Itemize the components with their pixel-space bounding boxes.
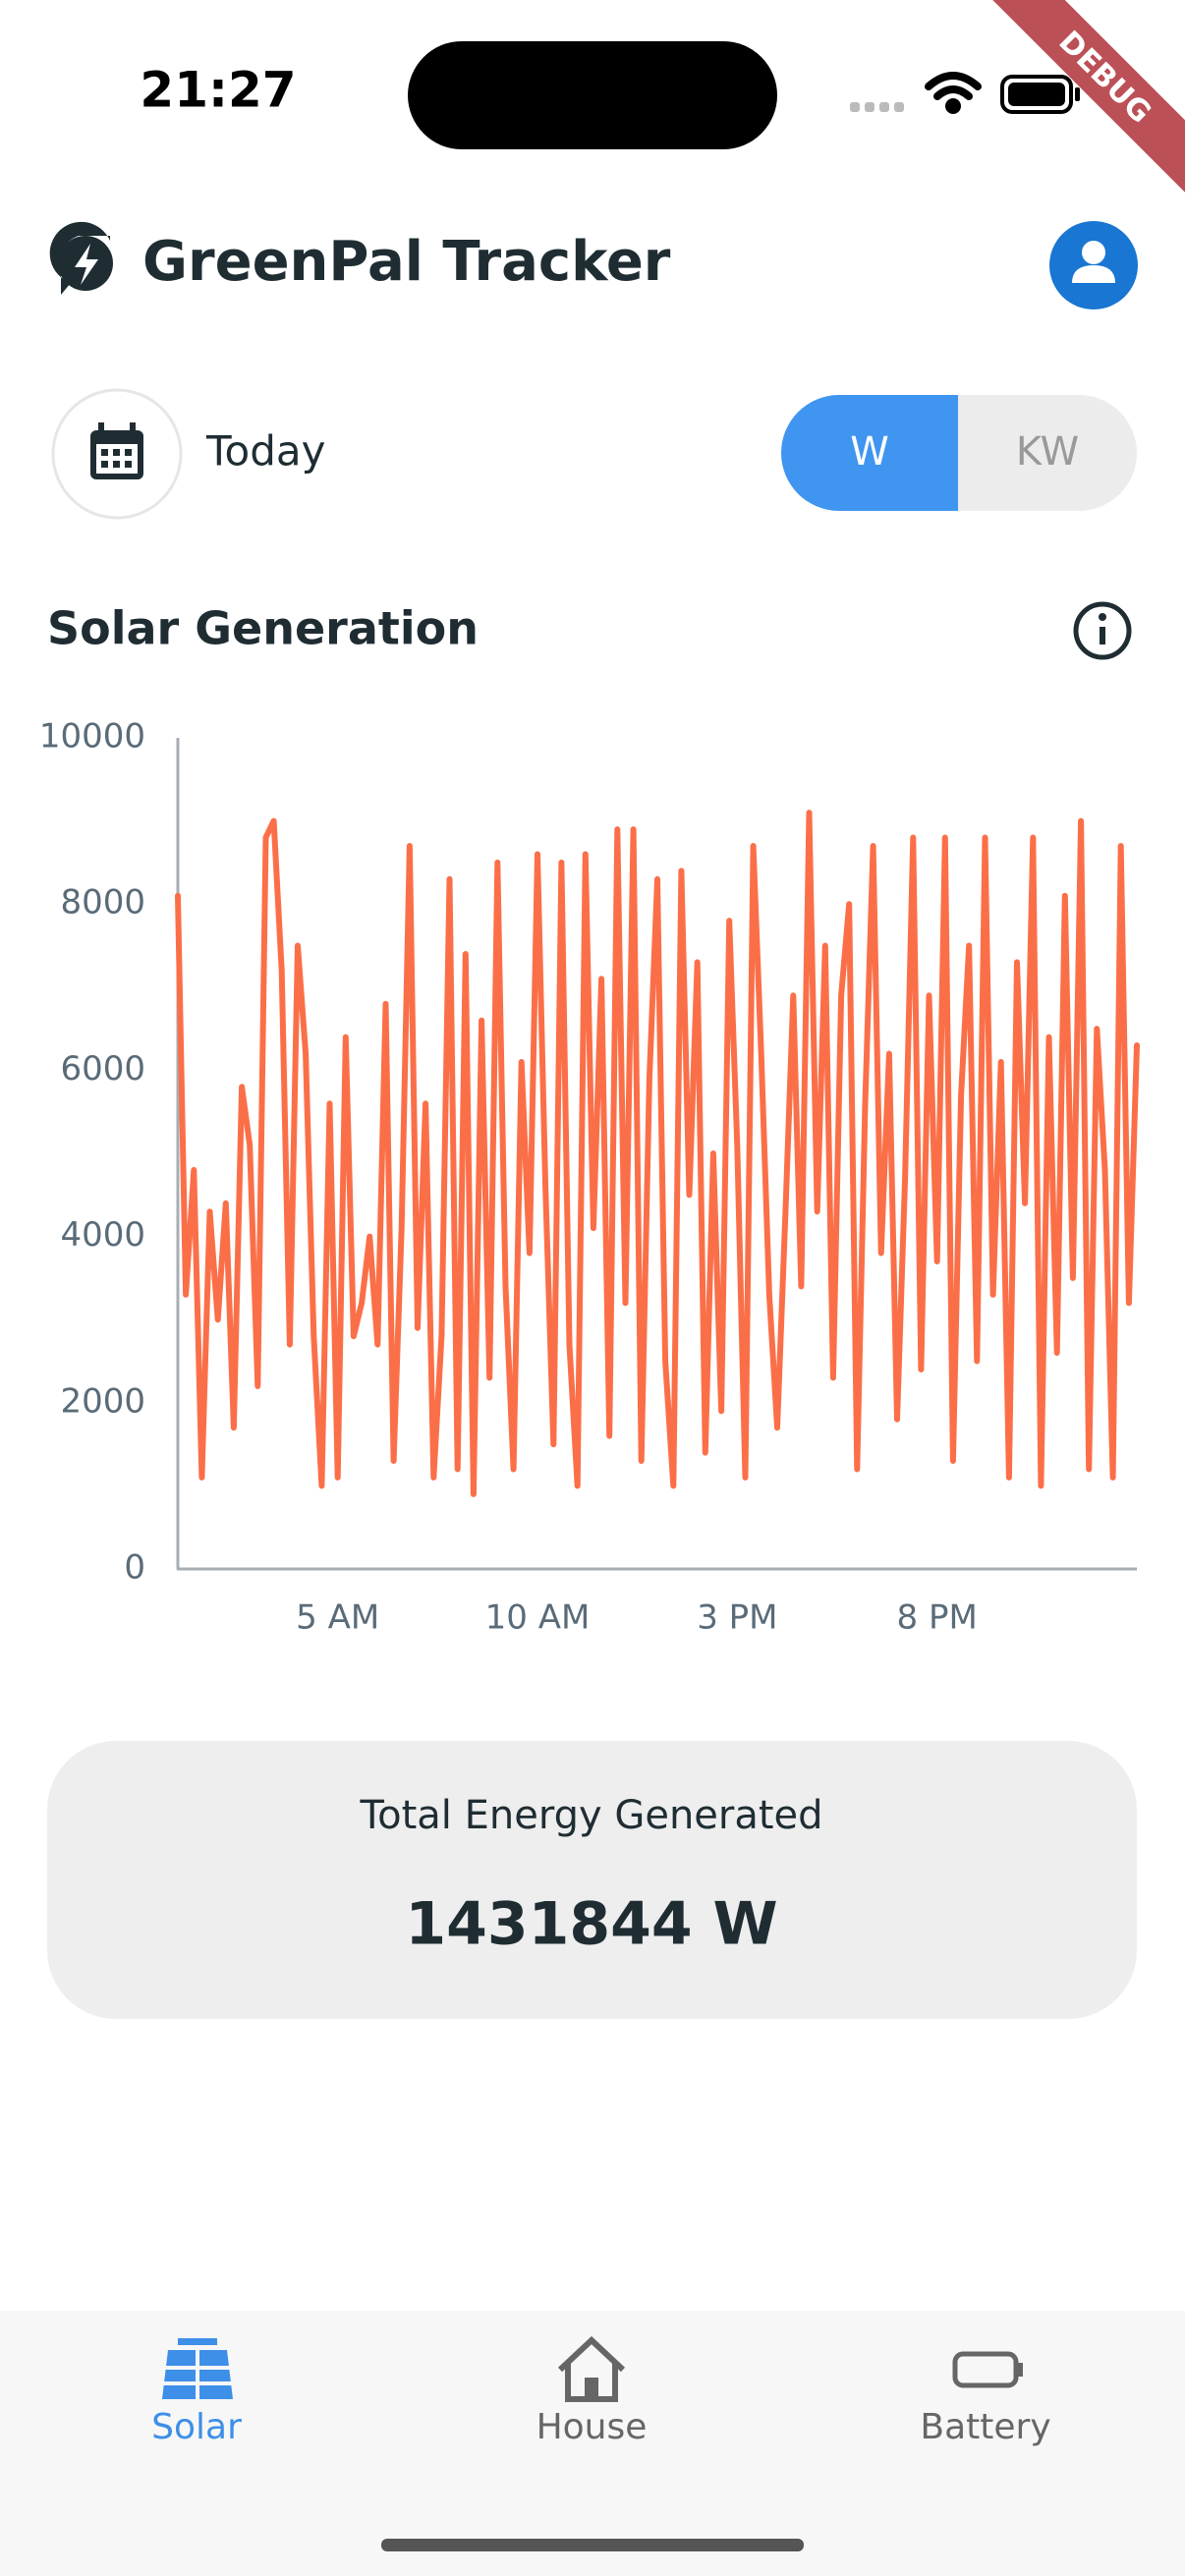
x-tick-label: 8 PM [897,1598,978,1638]
solar-icon[interactable] [161,2338,234,2399]
signal-icon [850,102,904,112]
y-tick-label: 2000 [60,1381,145,1421]
home-indicator [381,2539,804,2551]
app-logo [49,221,113,295]
summary-label: Total Energy Generated [359,1793,822,1838]
date-picker[interactable] [51,388,183,520]
y-tick-label: 0 [124,1548,145,1588]
wifi-icon [925,72,982,114]
date-label[interactable]: Today [205,427,325,476]
y-tick-label: 4000 [60,1215,145,1255]
unit-w-label[interactable]: W [850,429,889,475]
status-time: 21:27 [140,62,296,119]
info-button[interactable] [1073,601,1132,660]
section-title: Solar Generation [47,602,479,655]
profile-button[interactable] [1049,221,1138,309]
y-tick-label: 10000 [39,717,145,756]
x-tick-label: 10 AM [485,1598,591,1638]
app-title: GreenPal Tracker [142,230,671,294]
y-tick-label: 6000 [60,1049,145,1089]
unit-toggle [781,395,1137,511]
y-tick-label: 8000 [60,883,145,923]
generation-line [175,810,1140,1497]
x-tick-label: 3 PM [697,1598,777,1638]
summary-card [47,1741,1137,2019]
battery-icon [1000,75,1080,114]
unit-kw-label[interactable]: KW [1016,429,1079,475]
x-tick-label: 5 AM [296,1598,379,1638]
summary-value: 1431844 W [405,1890,777,1959]
house-icon[interactable] [557,2335,626,2402]
battery-nav-icon[interactable] [952,2351,1023,2388]
unit-kw-button[interactable] [958,395,1137,511]
nav-label[interactable]: Solar [151,2407,242,2447]
nav-label[interactable]: House [536,2407,648,2447]
unit-w-button[interactable] [781,395,958,511]
dynamic-island [408,41,777,149]
chart: 0 2000 4000 6000 8000 10000 5 AM 10 AM 3 PM 8 PM [39,717,1140,1638]
nav-label[interactable]: Battery [920,2407,1050,2447]
